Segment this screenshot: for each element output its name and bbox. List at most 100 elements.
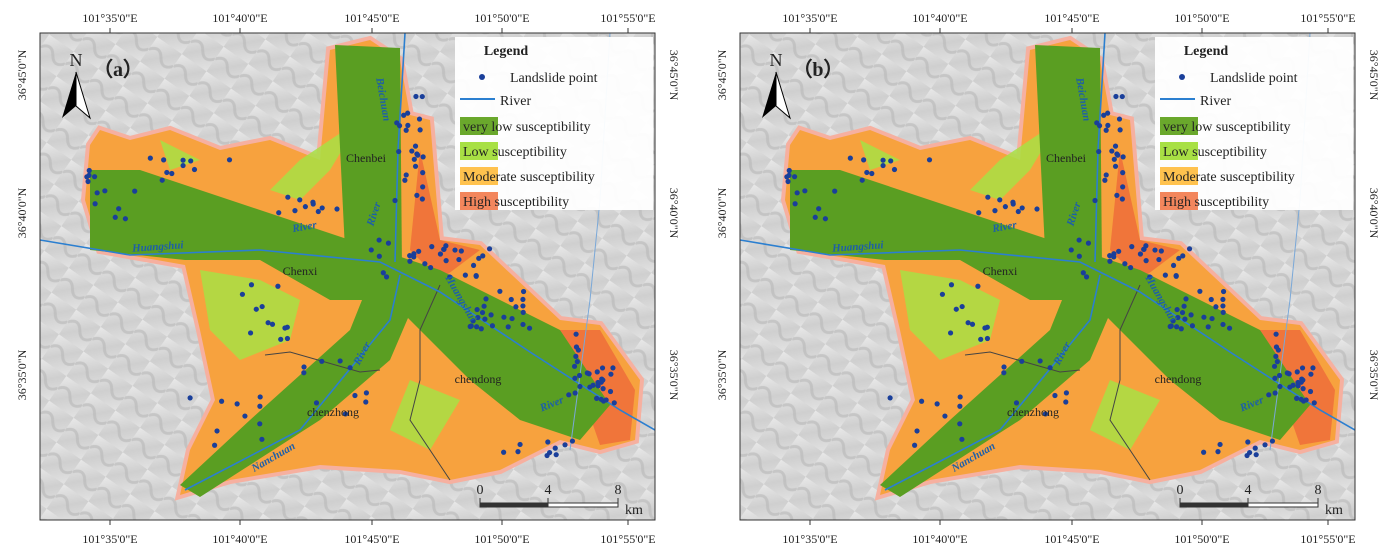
low-zone xyxy=(270,120,360,200)
lon-label: 101°50'0"E xyxy=(1174,11,1229,25)
legend-symbol xyxy=(1179,74,1185,80)
landslide-point xyxy=(478,326,484,332)
landslide-point xyxy=(1019,205,1025,211)
landslide-point xyxy=(297,197,303,203)
place-name: Chenbei xyxy=(346,151,387,165)
place-name: chendong xyxy=(455,372,502,386)
landslide-point xyxy=(1109,148,1115,154)
landslide-point xyxy=(275,283,281,289)
landslide-point xyxy=(1272,375,1278,381)
landslide-point xyxy=(413,93,419,100)
landslide-point xyxy=(473,273,479,279)
landslide-point xyxy=(180,162,186,169)
landslide-point xyxy=(1103,172,1109,178)
river-name: River xyxy=(290,219,318,235)
legend-swatch xyxy=(460,142,498,160)
landslide-point xyxy=(1176,255,1182,261)
legend-swatch xyxy=(460,192,498,210)
scale-unit: km xyxy=(625,503,643,518)
landslide-point xyxy=(301,370,307,376)
landslide-point xyxy=(520,303,526,309)
landslide-point xyxy=(1269,438,1276,444)
landslide-point xyxy=(411,156,417,162)
landslide-point xyxy=(501,449,507,455)
landslide-point xyxy=(520,296,526,303)
landslide-point xyxy=(422,261,428,267)
landslide-point xyxy=(488,312,494,318)
landslide-point xyxy=(347,365,353,371)
landslide-point xyxy=(1162,272,1168,278)
landslide-point xyxy=(982,325,988,331)
landslide-point xyxy=(1186,246,1193,252)
landslide-point xyxy=(1112,163,1119,169)
legend-swatch xyxy=(460,117,498,135)
landslide-point xyxy=(458,248,464,254)
landslide-point xyxy=(786,172,792,179)
landslide-point xyxy=(226,157,233,163)
landslide-point xyxy=(517,441,523,448)
landslide-point xyxy=(411,254,417,260)
lon-label: 101°50'0"E xyxy=(1174,532,1229,546)
landslide-point xyxy=(489,323,496,329)
landslide-point xyxy=(608,371,614,377)
map-frame xyxy=(739,32,1356,521)
landslide-point xyxy=(1220,303,1226,309)
landslide-point xyxy=(417,127,423,133)
landslide-point xyxy=(159,177,165,183)
landslide-point xyxy=(794,190,800,196)
landslide-point xyxy=(509,315,515,322)
scale-label: 8 xyxy=(1315,483,1322,498)
landslide-point xyxy=(513,304,519,310)
landslide-point xyxy=(1117,127,1123,133)
landslide-point xyxy=(1300,377,1306,383)
boundary xyxy=(264,351,381,373)
landslide-point xyxy=(792,201,798,207)
landslide-point xyxy=(1156,256,1162,263)
landslide-point xyxy=(526,325,533,331)
landslide-point xyxy=(420,184,426,190)
landslide-point xyxy=(545,439,551,445)
legend-symbol xyxy=(479,74,485,80)
landslide-point xyxy=(1080,270,1086,276)
landslide-point xyxy=(337,358,343,364)
low-zone xyxy=(1090,380,1160,450)
landslide-point xyxy=(385,240,392,246)
landslide-point xyxy=(1047,365,1053,371)
landslide-point xyxy=(1189,323,1196,329)
place-name: Chenbei xyxy=(1046,151,1087,165)
legend-item: Low susceptibility xyxy=(1163,145,1267,160)
landslide-point xyxy=(957,421,963,427)
landslide-point xyxy=(342,411,349,417)
landslide-point xyxy=(880,157,886,163)
landslide-point xyxy=(1015,208,1021,215)
landslide-point xyxy=(474,306,480,313)
landslide-point xyxy=(282,325,288,331)
landslide-point xyxy=(1112,143,1119,149)
landslide-point xyxy=(864,169,870,176)
landslide-point xyxy=(1152,247,1158,253)
north-label: N xyxy=(770,50,783,70)
landslide-point xyxy=(441,246,447,252)
landslide-point xyxy=(1220,296,1226,303)
landslide-point xyxy=(239,291,246,297)
landslide-point xyxy=(1253,452,1259,458)
lon-label: 101°50'0"E xyxy=(474,11,529,25)
valley-zone xyxy=(335,45,402,272)
landslide-point xyxy=(257,394,263,400)
landslide-point xyxy=(985,194,991,200)
scale-label: 4 xyxy=(1245,483,1252,498)
north-arrow xyxy=(75,71,91,120)
landslide-point xyxy=(191,166,198,173)
boundary xyxy=(409,284,451,481)
landslide-point xyxy=(470,262,477,269)
landslide-point xyxy=(1010,201,1016,207)
landslide-point xyxy=(259,303,265,310)
lon-label: 101°45'0"E xyxy=(1044,532,1099,546)
landslide-point xyxy=(1262,442,1268,448)
landslide-point xyxy=(116,206,122,212)
landslide-point xyxy=(887,395,893,401)
landslide-point xyxy=(188,158,194,164)
map-frame xyxy=(39,32,656,521)
landslide-point xyxy=(481,303,487,309)
landslide-point xyxy=(569,438,576,444)
